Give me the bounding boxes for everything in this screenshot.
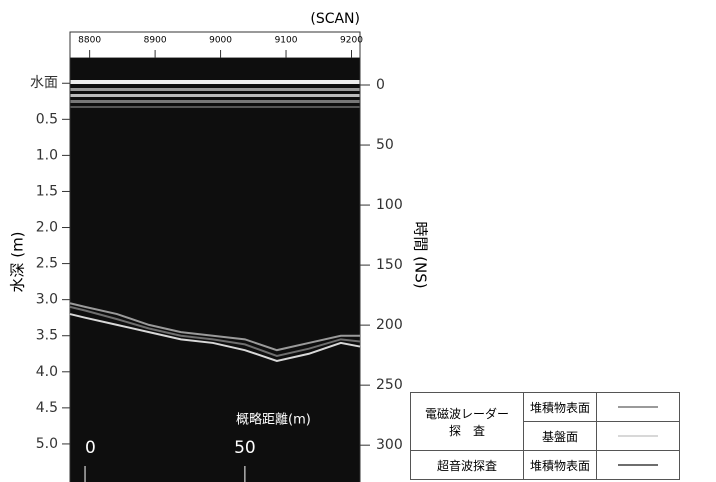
legend-label: 堆積物表面 — [524, 451, 597, 480]
y-tick-label: 水面 — [30, 75, 58, 91]
y-tick-label: 5.0 — [36, 436, 58, 452]
legend-group-label: 電磁波レーダー — [417, 405, 517, 422]
x-tick-label: 9200 — [340, 36, 363, 46]
y2-tick-label: 200 — [376, 317, 403, 333]
y-tick-label: 3.5 — [36, 328, 58, 344]
y2-tick-label: 300 — [376, 437, 403, 453]
y2-tick-label: 0 — [376, 77, 385, 93]
x-tick-label: 8900 — [144, 36, 167, 46]
y-tick-label: 1.0 — [36, 147, 58, 163]
y-tick-label: 0.5 — [36, 111, 58, 127]
y2-tick-label: 50 — [376, 137, 394, 153]
y-tick-label: 3.0 — [36, 292, 58, 308]
legend-line — [618, 464, 658, 466]
legend-row: 超音波探査堆積物表面 — [411, 451, 680, 480]
y-tick-label: 1.5 — [36, 183, 58, 199]
legend: 電磁波レーダー探 査堆積物表面基盤面超音波探査堆積物表面 — [410, 392, 680, 480]
legend-label: 基盤面 — [524, 422, 597, 451]
y2-tick-label: 250 — [376, 377, 403, 393]
y-tick-label: 2.0 — [36, 220, 58, 236]
x-title: (SCAN) — [310, 11, 360, 27]
x-tick-label: 9000 — [209, 36, 232, 46]
legend-group-label: 超音波探査 — [417, 457, 517, 474]
legend-line — [618, 406, 658, 408]
radar-image — [70, 58, 360, 482]
y-tick-label: 4.0 — [36, 364, 58, 380]
legend-label: 堆積物表面 — [524, 393, 597, 422]
y-tick-label: 2.5 — [36, 256, 58, 272]
legend-swatch — [597, 422, 680, 451]
y2-title: 時間 (NS) — [412, 221, 430, 288]
legend-swatch — [597, 393, 680, 422]
legend-line — [618, 435, 658, 437]
legend-swatch — [597, 451, 680, 480]
page: (SCAN) 水深 (m) 時間 (NS) 概略距離(m) 8800 8900 90… — [0, 0, 716, 482]
x-tick-label: 8800 — [78, 36, 101, 46]
x-tick-label: 9100 — [275, 36, 298, 46]
y2-tick-label: 100 — [376, 197, 403, 213]
distance-tick-label: 0 — [85, 438, 96, 458]
distance-title: 概略距離(m) — [236, 412, 311, 428]
y-title: 水深 (m) — [9, 231, 27, 292]
legend-group: 電磁波レーダー探 査 — [411, 393, 524, 451]
y2-tick-label: 150 — [376, 257, 403, 273]
distance-tick-label: 50 — [234, 438, 256, 458]
legend-group-label: 探 査 — [417, 422, 517, 439]
y-tick-label: 4.5 — [36, 400, 58, 416]
legend-row: 電磁波レーダー探 査堆積物表面 — [411, 393, 680, 422]
legend-group: 超音波探査 — [411, 451, 524, 480]
